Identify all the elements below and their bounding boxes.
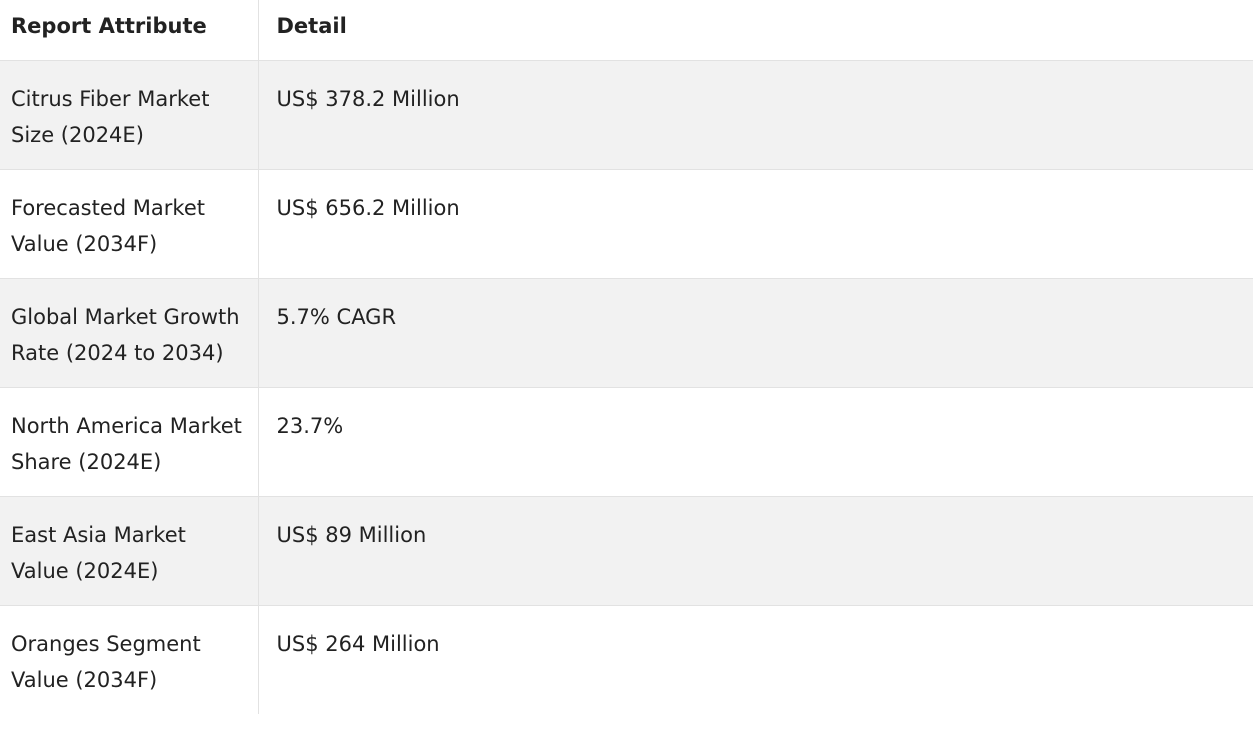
detail-cell: 5.7% CAGR bbox=[258, 278, 1253, 388]
table-row: North America Market Share (2024E) 23.7% bbox=[0, 387, 1253, 497]
header-row: Report Attribute Detail bbox=[0, 0, 1253, 61]
attribute-cell: Oranges Segment Value (2034F) bbox=[0, 605, 259, 714]
detail-cell: US$ 378.2 Million bbox=[258, 60, 1253, 170]
attribute-cell: Forecasted Market Value (2034F) bbox=[0, 169, 259, 279]
table-row: Global Market Growth Rate (2024 to 2034)… bbox=[0, 278, 1253, 388]
detail-cell: 23.7% bbox=[258, 387, 1253, 497]
table-body: Citrus Fiber Market Size (2024E) US$ 378… bbox=[0, 60, 1253, 714]
attribute-cell: Global Market Growth Rate (2024 to 2034) bbox=[0, 278, 259, 388]
attribute-cell: East Asia Market Value (2024E) bbox=[0, 496, 259, 606]
attribute-cell: Citrus Fiber Market Size (2024E) bbox=[0, 60, 259, 170]
table-row: Oranges Segment Value (2034F) US$ 264 Mi… bbox=[0, 605, 1253, 714]
table-row: Citrus Fiber Market Size (2024E) US$ 378… bbox=[0, 60, 1253, 170]
report-attributes-table: Report Attribute Detail Citrus Fiber Mar… bbox=[0, 0, 1253, 714]
table-row: East Asia Market Value (2024E) US$ 89 Mi… bbox=[0, 496, 1253, 606]
header-report-attribute: Report Attribute bbox=[0, 0, 259, 61]
header-detail: Detail bbox=[258, 0, 1253, 61]
detail-cell: US$ 264 Million bbox=[258, 605, 1253, 714]
table-header: Report Attribute Detail bbox=[0, 0, 1253, 61]
attribute-cell: North America Market Share (2024E) bbox=[0, 387, 259, 497]
table-row: Forecasted Market Value (2034F) US$ 656.… bbox=[0, 169, 1253, 279]
detail-cell: US$ 89 Million bbox=[258, 496, 1253, 606]
detail-cell: US$ 656.2 Million bbox=[258, 169, 1253, 279]
